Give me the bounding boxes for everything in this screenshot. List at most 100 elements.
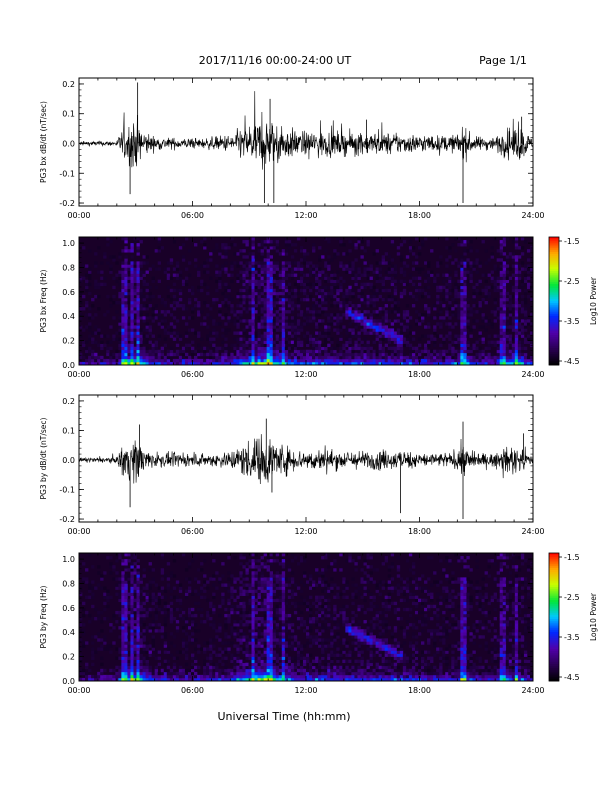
- heatmap-cell: [363, 285, 367, 290]
- heatmap-cell: [145, 316, 149, 320]
- heatmap-cell: [351, 270, 355, 274]
- heatmap-cell: [408, 273, 413, 277]
- heatmap-cell: [408, 337, 413, 341]
- heatmap-cell: [366, 355, 370, 360]
- heatmap-cell: [194, 674, 198, 679]
- colorbar-step: [549, 251, 559, 255]
- heatmap-cell: [251, 331, 255, 335]
- heatmap-cell: [245, 288, 249, 293]
- heatmap-cell: [481, 240, 485, 244]
- heatmap-cell: [136, 355, 140, 360]
- heatmap-cell: [517, 310, 522, 314]
- heatmap-cell: [366, 322, 370, 326]
- heatmap-cell: [372, 349, 376, 354]
- heatmap-cell: [321, 288, 325, 293]
- heatmap-cell: [463, 310, 467, 314]
- heatmap-cell: [475, 310, 479, 314]
- heatmap-cell: [324, 288, 328, 293]
- heatmap-cell: [242, 671, 246, 676]
- heatmap-cell: [257, 349, 261, 354]
- heatmap-cell: [381, 361, 385, 366]
- heatmap-cell: [275, 243, 280, 247]
- heatmap-cell: [257, 580, 261, 584]
- heatmap-cell: [139, 261, 143, 265]
- heatmap-cell: [139, 580, 143, 584]
- heatmap-cell: [327, 285, 331, 290]
- heatmap-cell: [248, 650, 252, 654]
- heatmap-cell: [112, 337, 116, 341]
- heatmap-cell: [478, 349, 482, 354]
- heatmap-cell: [245, 668, 249, 673]
- heatmap-cell: [421, 243, 425, 247]
- heatmap-cell: [169, 258, 174, 262]
- heatmap-cell: [91, 358, 95, 363]
- heatmap-cell: [439, 301, 443, 305]
- heatmap-cell: [408, 343, 413, 348]
- heatmap-cell: [130, 334, 134, 338]
- heatmap-cell: [124, 574, 128, 578]
- heatmap-cell: [523, 291, 528, 296]
- heatmap-cell: [424, 237, 428, 241]
- heatmap-cell: [496, 334, 501, 338]
- heatmap-cell: [526, 337, 531, 341]
- heatmap-cell: [151, 279, 155, 284]
- heatmap-cell: [375, 325, 379, 329]
- heatmap-cell: [466, 334, 470, 338]
- heatmap-cell: [212, 671, 216, 676]
- heatmap-cell: [187, 261, 192, 265]
- heatmap-cell: [466, 261, 470, 265]
- heatmap-cell: [348, 328, 352, 332]
- heatmap-cell: [257, 677, 261, 682]
- heatmap-cell: [124, 659, 128, 664]
- heatmap-cell: [490, 355, 494, 360]
- heatmap-cell: [257, 337, 261, 341]
- heatmap-cell: [281, 304, 286, 308]
- colorbar-step: [549, 313, 559, 317]
- heatmap-cell: [160, 349, 165, 354]
- colorbar-step: [549, 337, 559, 340]
- heatmap-cell: [269, 297, 274, 302]
- heatmap-cell: [242, 346, 246, 351]
- heatmap-cell: [148, 316, 152, 320]
- heatmap-cell: [269, 623, 274, 627]
- heatmap-cell: [457, 334, 461, 338]
- heatmap-cell: [115, 331, 119, 335]
- heatmap-cell: [254, 264, 258, 268]
- heatmap-cell: [160, 297, 165, 302]
- colorbar-step: [549, 315, 559, 319]
- heatmap-cell: [466, 258, 470, 262]
- heatmap-cell: [148, 653, 152, 657]
- heatmap-cell: [133, 358, 137, 363]
- heatmap-cell: [209, 656, 213, 660]
- heatmap-cell: [200, 358, 204, 363]
- heatmap-cell: [381, 355, 385, 360]
- heatmap-cell: [184, 647, 189, 651]
- heatmap-cell: [103, 601, 107, 606]
- heatmap-cell: [239, 638, 243, 642]
- colorbar-step: [549, 279, 559, 283]
- heatmap-cell: [448, 276, 452, 280]
- heatmap-cell: [130, 601, 134, 606]
- heatmap-cell: [499, 301, 504, 305]
- heatmap-cell: [145, 668, 149, 673]
- heatmap-cell: [460, 291, 464, 296]
- heatmap-cell: [399, 243, 404, 247]
- heatmap-cell: [148, 629, 152, 633]
- heatmap-cell: [97, 343, 101, 348]
- heatmap-cell: [251, 617, 255, 621]
- heatmap-cell: [460, 270, 464, 274]
- heatmap-cell: [463, 307, 467, 311]
- heatmap-cell: [218, 276, 222, 280]
- heatmap-cell: [142, 638, 146, 642]
- heatmap-cell: [139, 586, 143, 590]
- heatmap-cell: [427, 325, 431, 329]
- heatmap-cell: [502, 267, 507, 271]
- heatmap-cell: [85, 580, 89, 584]
- heatmap-cell: [233, 620, 237, 624]
- heatmap-cell: [142, 288, 146, 293]
- heatmap-cell: [354, 273, 358, 277]
- heatmap-cell: [245, 310, 249, 314]
- heatmap-cell: [424, 349, 428, 354]
- heatmap-cell: [172, 665, 177, 670]
- heatmap-cell: [224, 632, 228, 636]
